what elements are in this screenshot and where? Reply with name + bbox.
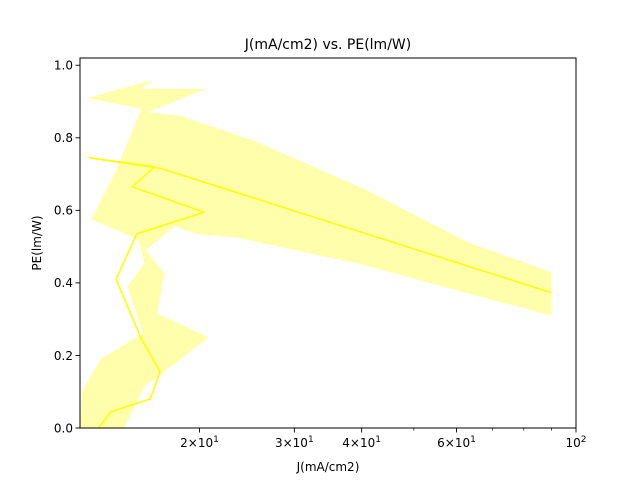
x-axis-label: J(mA/cm2) <box>296 460 360 474</box>
x-tick-exponent: 1 <box>213 435 219 445</box>
y-tick-label: 0.6 <box>54 204 73 218</box>
series-0-confidence-band <box>80 79 552 428</box>
x-tick-exponent: 1 <box>470 435 476 445</box>
x-tick-base: 10 <box>565 436 580 450</box>
x-tick-label: 102 <box>565 435 586 450</box>
y-axis: 0.0 0.2 0.4 0.6 0.8 1.0 <box>54 59 80 435</box>
y-tick-label: 0.8 <box>54 131 73 145</box>
series-0-line <box>88 157 552 428</box>
chart-title: J(mA/cm2) vs. PE(lm/W) <box>244 37 411 53</box>
x-tick-base: 3×10 <box>275 436 308 450</box>
x-tick-label: 3×101 <box>275 435 314 450</box>
x-tick-label: 4×101 <box>342 435 381 450</box>
x-tick-label: 2×101 <box>180 435 219 450</box>
y-tick-label: 0.4 <box>54 276 73 290</box>
x-tick-exponent: 1 <box>375 435 381 445</box>
x-tick-base: 6×10 <box>437 436 470 450</box>
x-tick-label: 6×101 <box>437 435 476 450</box>
series-layer <box>80 79 552 428</box>
x-tick-exponent: 1 <box>308 435 314 445</box>
x-tick-exponent: 2 <box>581 435 587 445</box>
y-axis-label: PE(lm/W) <box>30 215 44 270</box>
x-tick-base: 2×10 <box>180 436 213 450</box>
x-axis: 2×101 3×101 4×101 6×101 102 <box>180 428 587 450</box>
plot-area-frame <box>79 57 577 429</box>
x-tick-base: 4×10 <box>342 436 375 450</box>
y-tick-label: 0.0 <box>54 421 73 435</box>
y-tick-label: 0.2 <box>54 349 73 363</box>
y-tick-label: 1.0 <box>54 59 73 73</box>
